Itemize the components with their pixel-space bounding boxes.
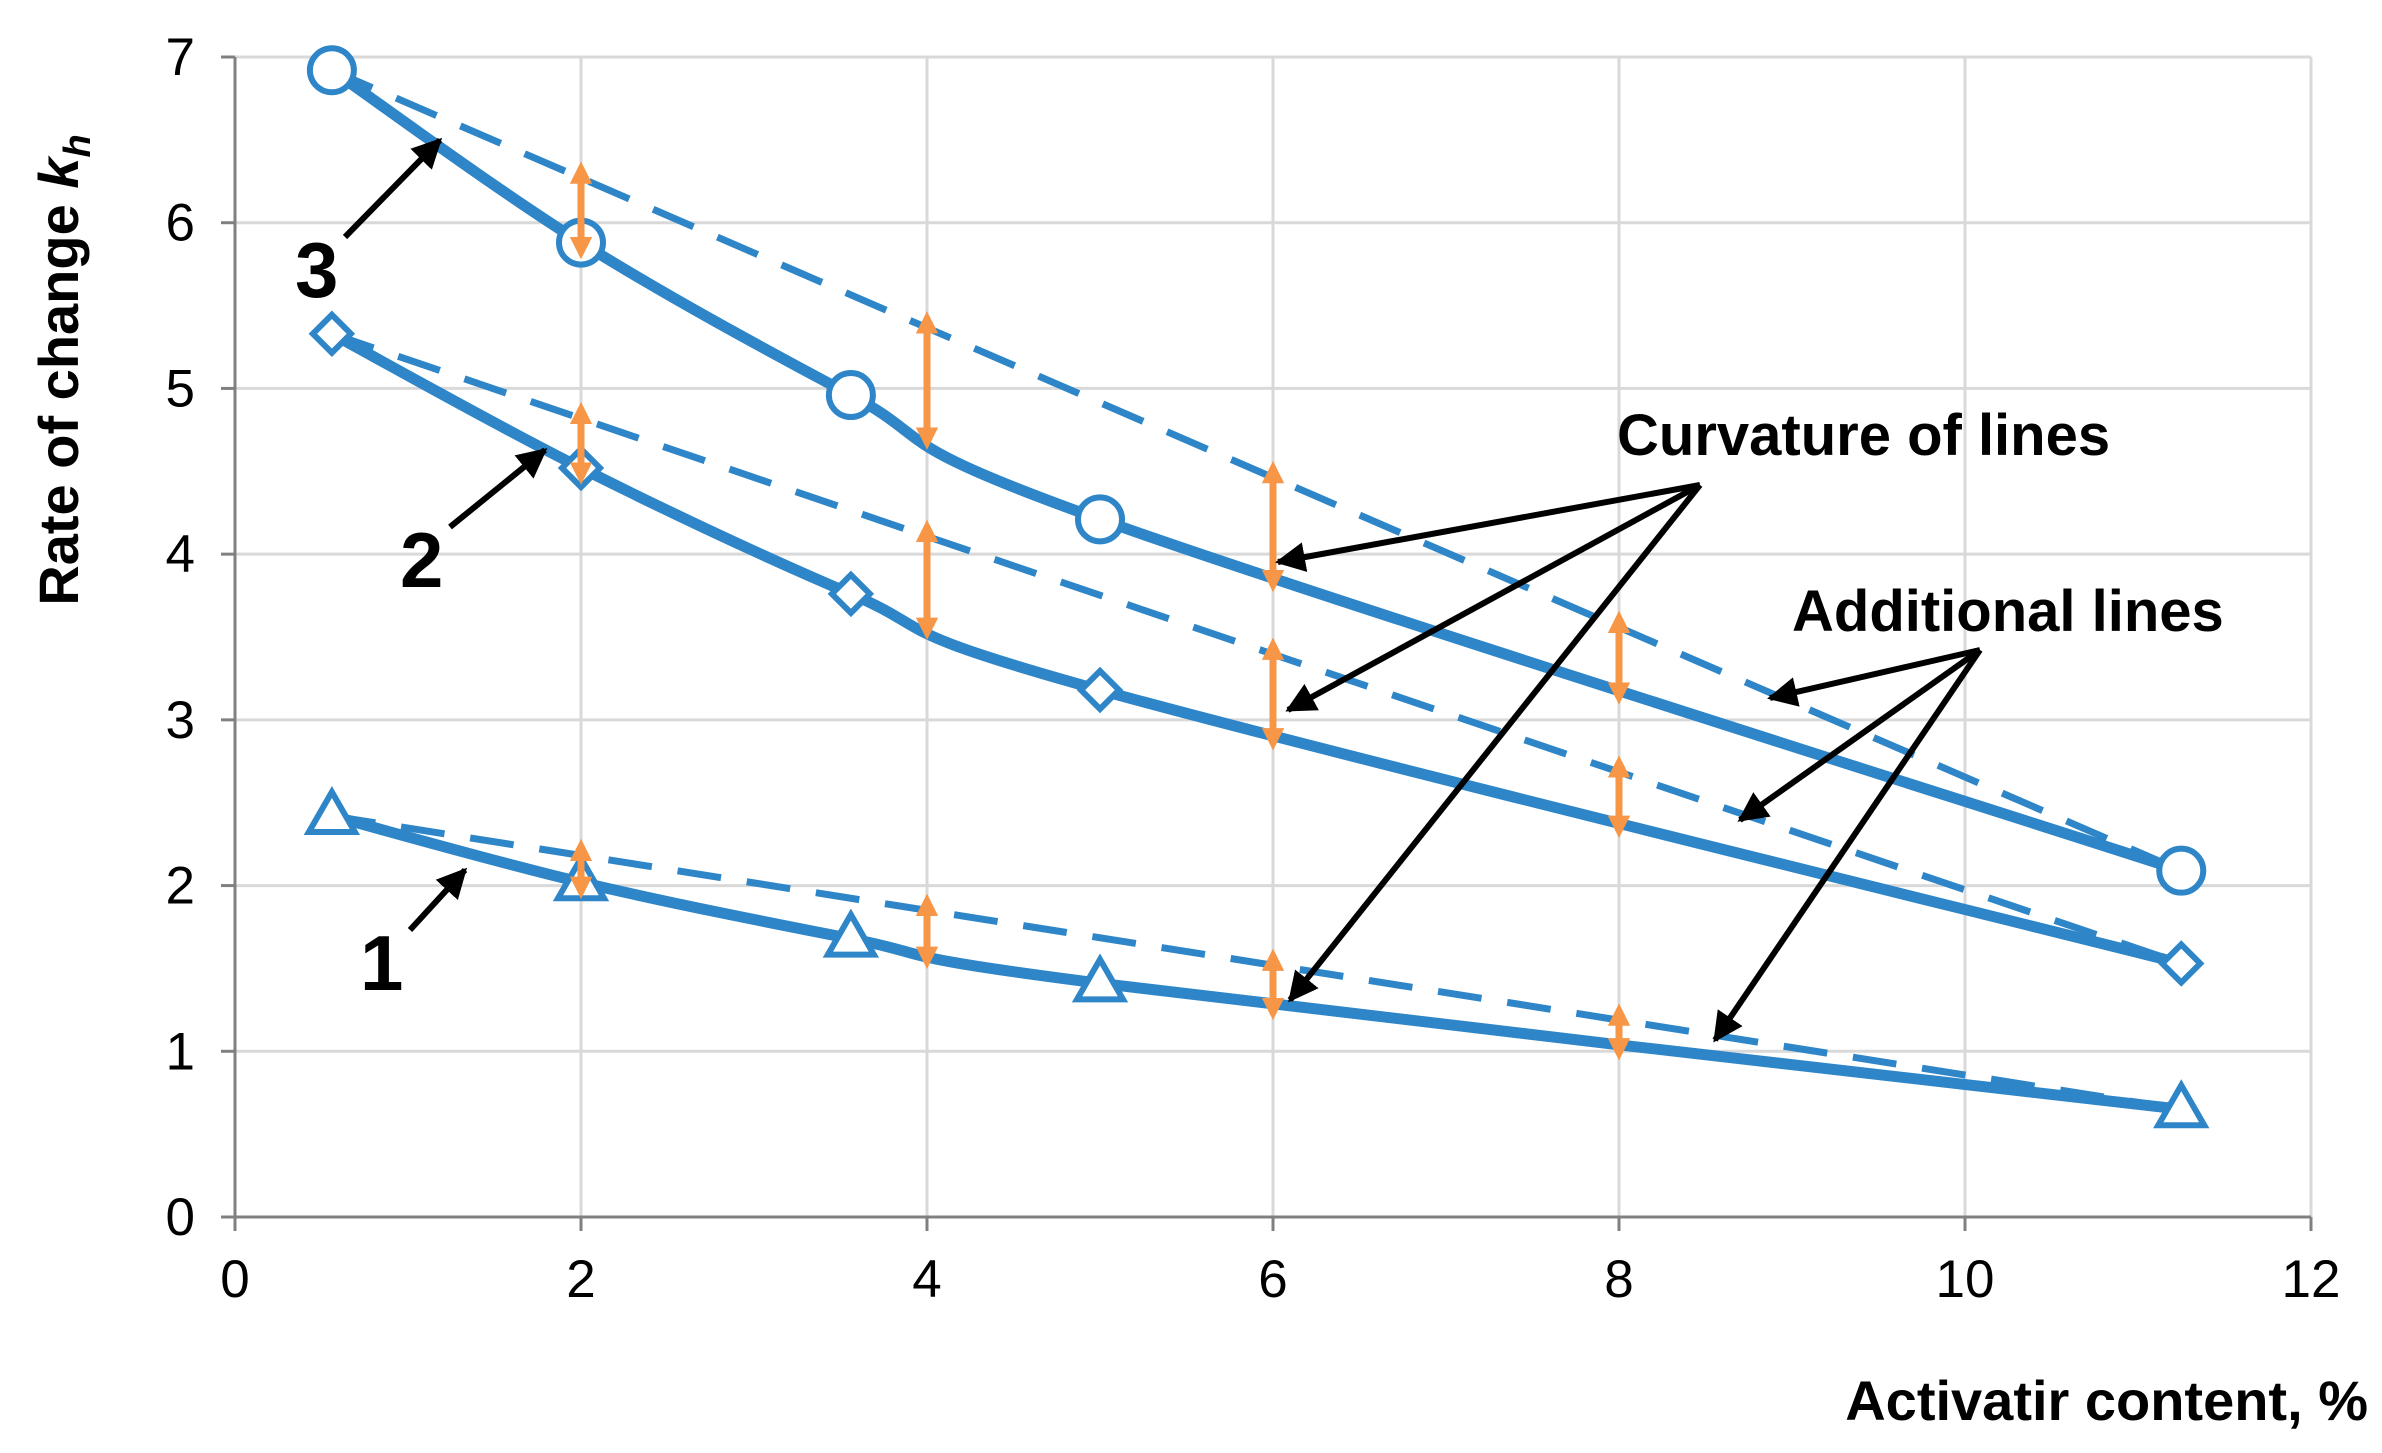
y-tick-label: 5 (166, 359, 195, 418)
curve-series-1 (326, 810, 2187, 1115)
x-axis-title: Activatir content, % (1845, 1369, 2368, 1432)
additional-line-series-3 (330, 67, 2183, 874)
series-label-2: 2 (400, 516, 443, 604)
x-tick-label: 6 (1258, 1250, 1287, 1309)
curve-series-3 (326, 64, 2187, 877)
series-pointer-arrow-2 (448, 447, 548, 530)
y-tick-label: 4 (166, 525, 195, 584)
series-label-3: 3 (295, 226, 338, 314)
marker-series-1 (2153, 1079, 2210, 1129)
marker-series-3 (825, 370, 876, 421)
curvature-pointer-arrow (1287, 483, 1703, 1003)
additional-pointer-arrow (1737, 647, 1982, 823)
series-label-1: 1 (360, 919, 403, 1007)
y-tick-label: 3 (166, 691, 195, 750)
y-axis-title-subscript: h (57, 134, 99, 157)
y-axis-title-var: k (27, 155, 90, 189)
marker-series-1 (1071, 953, 1129, 1003)
y-tick-label: 7 (166, 28, 195, 87)
marker-series-3 (1075, 494, 1125, 545)
marker-series-2 (2158, 940, 2205, 987)
annotations: Curvature of lines Additional lines 1 2 3 (295, 137, 2224, 1043)
axis-titles: Activatir content, % Rate of change kh (27, 134, 2368, 1432)
annotation-additional-lines: Additional lines (1792, 579, 2224, 644)
annotation-curvature-of-lines: Curvature of lines (1617, 403, 2110, 468)
additional-line-series-1 (331, 812, 2182, 1113)
additional-lines (330, 67, 2183, 1113)
marker-series-3 (306, 45, 357, 96)
x-tick-label: 0 (220, 1250, 249, 1309)
marker-series-1 (303, 785, 361, 835)
series-pointer-arrow-3 (342, 137, 443, 240)
x-tick-label: 4 (912, 1250, 941, 1309)
additional-pointer-arrow (1767, 647, 1981, 707)
y-tick-label: 6 (166, 194, 195, 253)
y-axis-title: Rate of change kh (27, 134, 99, 605)
marker-series-3 (2156, 845, 2207, 896)
marker-series-2 (308, 310, 356, 357)
curvature-pointer-arrow (1285, 482, 1702, 713)
marker-series-2 (827, 570, 875, 618)
curvature-pointer-arrow (1275, 482, 1701, 572)
curvature-double-arrows (569, 161, 1631, 1061)
y-tick-label: 1 (166, 1022, 195, 1081)
y-tick-label: 0 (166, 1188, 195, 1247)
additional-line-series-2 (330, 330, 2183, 967)
series-curves (326, 64, 2187, 1115)
x-tick-label: 2 (566, 1250, 595, 1309)
marker-series-1 (822, 908, 880, 958)
additional-pointer-arrow (1712, 648, 1983, 1043)
y-tick-label: 2 (166, 857, 195, 916)
x-tick-label: 12 (2282, 1250, 2341, 1309)
series-pointer-arrow-1 (407, 867, 468, 933)
marker-series-2 (1076, 666, 1124, 714)
x-tick-label: 8 (1604, 1250, 1633, 1309)
y-axis-title-main: Rate of change (27, 189, 90, 606)
curve-series-2 (326, 328, 2187, 969)
x-tick-label: 10 (1936, 1250, 1995, 1309)
